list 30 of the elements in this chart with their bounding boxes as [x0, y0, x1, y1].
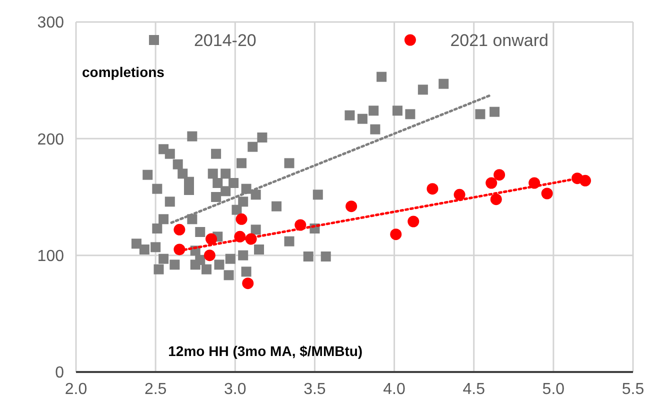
- x-tick-label: 4.0: [383, 381, 406, 398]
- x-tick-label: 3.5: [304, 381, 326, 398]
- x-tick-label: 5.0: [542, 381, 565, 398]
- point: [494, 169, 506, 181]
- y-tick-label: 0: [55, 364, 64, 382]
- x-tick-label: 3.0: [224, 381, 246, 398]
- x-tick-label: 2.0: [64, 381, 88, 398]
- x-tick-label: 4.5: [462, 381, 486, 398]
- x-axis-title: 12mo HH (3mo MA, $/MMBtu): [168, 343, 363, 359]
- x-tick-label: 2.5: [144, 381, 167, 398]
- legend-label: 2014-20: [194, 30, 256, 50]
- point: [490, 194, 502, 206]
- point: [206, 233, 218, 245]
- point: [174, 224, 186, 236]
- point: [204, 250, 216, 262]
- point: [486, 177, 498, 189]
- legend-label: 2021 onward: [450, 30, 549, 50]
- point: [346, 200, 358, 212]
- x-tick-label: 5.5: [622, 381, 644, 398]
- point: [426, 183, 438, 195]
- point: [408, 216, 420, 228]
- point: [236, 213, 248, 225]
- point: [390, 228, 402, 240]
- point: [242, 278, 254, 290]
- y-tick-label: 200: [37, 131, 64, 148]
- y-tick-label: 100: [37, 248, 64, 265]
- point: [454, 188, 466, 200]
- point: [541, 188, 553, 200]
- y-tick-label: 300: [37, 14, 64, 32]
- annotation: completions: [82, 64, 165, 80]
